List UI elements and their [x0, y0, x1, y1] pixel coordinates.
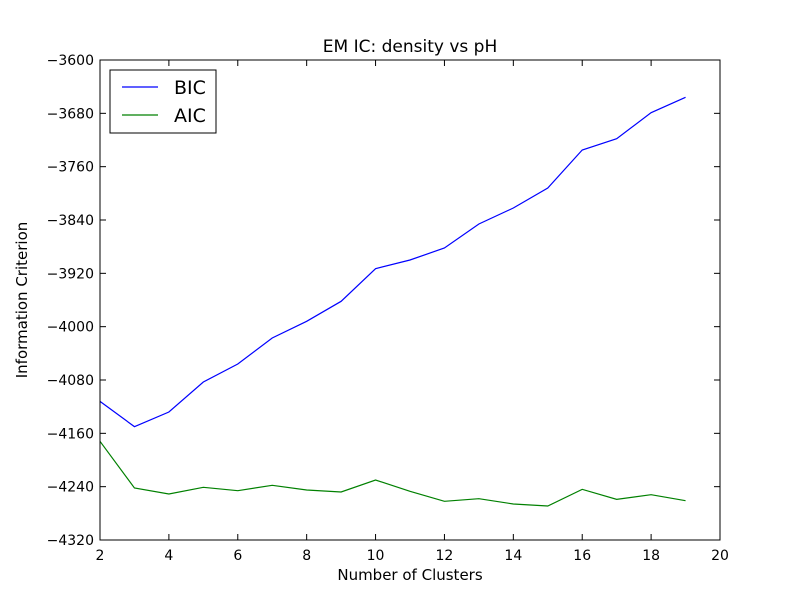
x-tick-label: 20 — [711, 548, 729, 564]
legend-box — [109, 69, 217, 134]
y-axis-title: Information Criterion — [13, 222, 31, 379]
legend-label-aic: AIC — [174, 105, 206, 127]
x-tick-label: 12 — [436, 548, 454, 564]
x-tick-label: 6 — [233, 548, 242, 564]
y-tick-label: −3840 — [47, 213, 94, 229]
series-line-aic — [99, 440, 686, 507]
x-tick-label: 14 — [504, 548, 522, 564]
y-tick-label: −4320 — [47, 533, 94, 549]
x-tick-label: 2 — [96, 548, 105, 564]
y-tick-label: −3600 — [47, 53, 94, 69]
legend-label-bic: BIC — [174, 77, 206, 99]
y-tick-label: −4080 — [47, 373, 94, 389]
x-tick-label: 16 — [573, 548, 591, 564]
y-tick-label: −3920 — [47, 266, 94, 282]
series-line-bic — [99, 96, 686, 428]
y-tick-label: −4000 — [47, 320, 94, 336]
chart-title: EM IC: density vs pH — [323, 37, 497, 57]
x-tick-label: 4 — [164, 548, 173, 564]
y-tick-label: −3680 — [47, 106, 94, 122]
y-axis: −3600 −3680 −3760 −3840 −3920 −4000 −4080 −4160… — [47, 53, 720, 549]
y-tick-label: −4240 — [47, 480, 94, 496]
plot-frame — [99, 59, 721, 541]
x-tick-label: 8 — [302, 548, 311, 564]
y-tick-label: −3760 — [47, 160, 94, 176]
x-tick-label: 10 — [367, 548, 385, 564]
x-axis-title: Number of Clusters — [337, 566, 482, 584]
plot-lines — [99, 96, 686, 507]
x-tick-label: 18 — [642, 548, 660, 564]
legend: BIC AIC — [109, 69, 217, 134]
y-tick-label: −4160 — [47, 426, 94, 442]
x-axis: 2 4 6 8 10 12 14 16 18 20 — [96, 60, 729, 564]
